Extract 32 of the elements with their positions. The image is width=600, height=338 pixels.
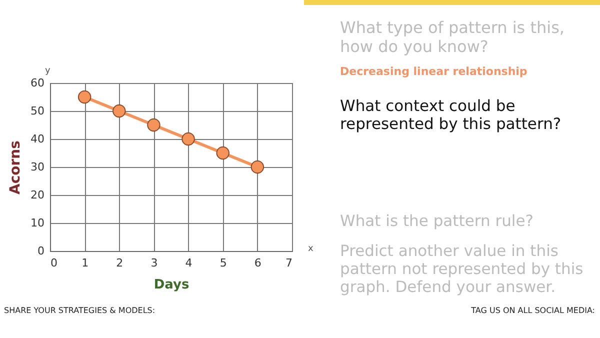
text: y [45,66,52,76]
text: What type of pattern is this, how do you know? [340,18,566,56]
y-tick-label: 0 [38,244,44,258]
x-tick-label: 6 [254,256,262,270]
text: What is the pattern rule? [340,212,534,230]
point [182,132,195,146]
x-tick-label: 2 [116,256,124,270]
text: TAG US ON ALL SOCIAL MEDIA: [470,306,595,315]
x-tick-label: 1 [82,256,89,270]
y-tick-label: 50 [30,104,44,118]
point [147,118,160,132]
x-tick-label: 3 [150,256,158,270]
y-axis-title: Acorns [8,140,24,194]
text: Predict another value in this pattern not represented by this graph. Defend your answer. [340,242,584,296]
x-axis-title: Days [154,278,190,292]
point [250,160,264,174]
x-tick-label: 5 [220,256,227,270]
y-tick-label: 30 [30,160,44,174]
y-tick-label: 20 [30,188,44,202]
point [112,104,126,118]
y-tick-label: 40 [30,132,44,146]
y-tick-label: 60 [30,76,44,90]
text: Decreasing linear relationship [340,65,528,78]
point [78,90,92,104]
text: What context could be represented by this pattern? [340,97,562,133]
text: x [308,244,314,254]
y-tick-label: 10 [30,216,44,230]
x-tick-label: 0 [50,256,58,270]
x-tick-label: 7 [286,256,292,270]
x-tick-label: 4 [185,256,192,270]
point [216,146,230,160]
text: SHARE YOUR STRATEGIES & MODELS: [4,306,156,315]
